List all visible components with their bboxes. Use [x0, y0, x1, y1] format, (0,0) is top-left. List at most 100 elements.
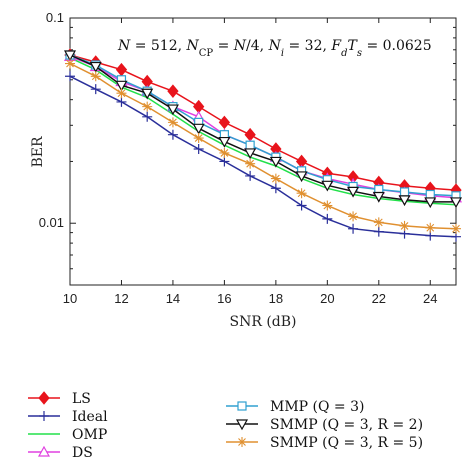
- triangle-down-marker: [424, 197, 437, 209]
- legend-label: MMP (Q = 3): [270, 399, 364, 415]
- plus-marker: [245, 170, 256, 181]
- triangle-up-marker: [37, 445, 51, 457]
- legend-item: LS: [28, 391, 91, 407]
- plus-marker: [373, 226, 384, 237]
- axis-ticks: 10 12 14 16 18 20 22 24 0.01 0.1: [39, 10, 456, 306]
- annotation-part: = 0.0625: [362, 38, 432, 54]
- annotation-part: N: [186, 38, 200, 54]
- triangle-down-marker: [89, 61, 102, 73]
- x-tick-label: 12: [114, 291, 128, 306]
- plus-marker: [142, 111, 153, 122]
- diamond-marker: [218, 115, 231, 130]
- series-smmp-q-3-r-2-: [63, 50, 463, 209]
- annotation-part: CP: [199, 48, 214, 59]
- asterisk-marker: [373, 217, 384, 228]
- series-layer: [63, 48, 463, 242]
- series-line: [69, 54, 457, 191]
- plus-marker: [348, 223, 359, 234]
- annotation-part: i: [281, 48, 284, 59]
- annotation-part: /4,: [246, 38, 269, 54]
- asterisk-marker: [219, 147, 230, 158]
- series-omp: [69, 57, 457, 206]
- x-tick-label: 18: [269, 291, 283, 306]
- asterisk-marker: [399, 220, 410, 231]
- series-smmp-q-3-r-5-: [65, 58, 461, 234]
- series-line: [69, 54, 456, 203]
- parameter-annotation: N = 512, NCP = N/4, Ni = 32, FdTs = 0.06…: [117, 38, 432, 59]
- plus-marker: [65, 71, 75, 82]
- y-tick-label: 0.1: [46, 10, 64, 25]
- legend-item: SMMP (Q = 3, R = 5): [226, 435, 423, 451]
- x-tick-label: 16: [217, 291, 231, 306]
- x-tick-label: 14: [166, 291, 180, 306]
- plus-marker: [116, 96, 127, 107]
- annotation-part: N: [268, 38, 282, 54]
- triangle-down-marker: [347, 186, 360, 198]
- annotation-part: = 32,: [284, 38, 331, 54]
- triangle-down-marker: [269, 156, 282, 168]
- triangle-down-marker: [166, 104, 179, 116]
- legend: LS Ideal OMP DS MMP (Q = 3) SMMP (Q = 3, R = …: [28, 391, 423, 461]
- plus-marker: [39, 411, 49, 421]
- asterisk-marker: [451, 223, 461, 234]
- y-tick-label: 0.01: [39, 215, 64, 230]
- asterisk-marker: [237, 437, 247, 447]
- legend-item: Ideal: [28, 409, 108, 425]
- triangle-down-marker: [398, 195, 411, 207]
- annotation-part: d: [341, 48, 347, 59]
- plus-marker: [90, 84, 101, 95]
- annotation-part: N: [117, 38, 131, 54]
- diamond-marker: [38, 391, 50, 405]
- plus-marker: [322, 213, 333, 224]
- y-axis-title: BER: [30, 136, 46, 168]
- asterisk-marker: [425, 222, 436, 233]
- legend-item: OMP: [28, 427, 107, 443]
- square-marker: [237, 401, 247, 411]
- asterisk-marker: [167, 117, 178, 128]
- asterisk-marker: [245, 158, 256, 169]
- plus-marker: [270, 183, 281, 194]
- triangle-down-marker: [141, 88, 154, 100]
- asterisk-marker: [142, 101, 153, 112]
- plus-marker: [219, 156, 230, 167]
- legend-label: SMMP (Q = 3, R = 2): [270, 417, 423, 433]
- square-marker: [425, 189, 435, 200]
- annotation-part: T: [348, 38, 359, 54]
- triangle-down-marker: [372, 191, 385, 203]
- series-line: [69, 62, 457, 230]
- square-marker: [245, 140, 255, 150]
- legend-item: DS: [28, 445, 93, 461]
- plus-marker: [193, 143, 204, 154]
- triangle-down-marker: [218, 136, 231, 148]
- annotation-part: F: [330, 38, 342, 54]
- legend-label: DS: [72, 445, 93, 461]
- triangle-down-marker: [449, 197, 463, 209]
- x-tick-label: 10: [63, 291, 77, 306]
- x-tick-label: 22: [372, 291, 386, 306]
- square-marker: [399, 187, 410, 197]
- triangle-down-marker: [235, 419, 249, 431]
- diamond-marker: [167, 84, 179, 98]
- legend-label: Ideal: [72, 409, 108, 425]
- x-tick-label: 24: [423, 291, 437, 306]
- triangle-down-marker: [63, 50, 77, 62]
- legend-item: SMMP (Q = 3, R = 2): [226, 417, 423, 433]
- triangle-down-marker: [244, 148, 257, 160]
- asterisk-marker: [270, 173, 281, 184]
- triangle-down-marker: [115, 80, 128, 92]
- annotation-part: = 512,: [130, 38, 186, 54]
- legend-item: MMP (Q = 3): [226, 399, 364, 415]
- asterisk-marker: [90, 71, 101, 82]
- series-line: [69, 57, 457, 206]
- legend-label: SMMP (Q = 3, R = 5): [270, 435, 423, 451]
- plus-marker: [167, 129, 178, 140]
- series-line: [69, 54, 457, 197]
- asterisk-marker: [116, 88, 127, 99]
- triangle-down-marker: [321, 180, 334, 192]
- asterisk-marker: [296, 188, 307, 199]
- series-line: [69, 75, 457, 238]
- triangle-down-marker: [295, 171, 308, 183]
- legend-label: OMP: [72, 427, 107, 443]
- asterisk-marker: [193, 133, 204, 144]
